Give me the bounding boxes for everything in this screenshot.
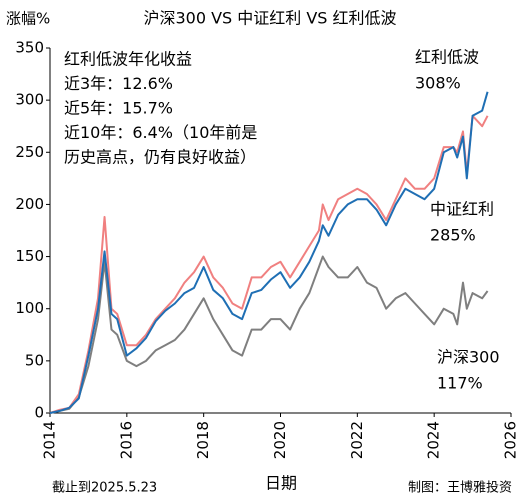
x-axis-label: 日期 <box>265 474 297 493</box>
y-tick-label: 300 <box>15 91 44 109</box>
y-tick-label: 150 <box>15 247 44 265</box>
x-tick-label: 2018 <box>194 421 212 459</box>
x-tick-label: 2016 <box>117 421 135 459</box>
x-tick-label: 2020 <box>271 421 289 459</box>
annotation-line: 历史高点，仍有良好收益） <box>64 148 256 167</box>
annotation-line: 红利低波年化收益 <box>64 50 192 69</box>
series-line <box>49 91 489 414</box>
series-label: 中证红利 <box>430 200 494 219</box>
footer-left: 截止到2025.5.23 <box>52 481 157 496</box>
annotation-line: 近10年：6.4%（10年前是 <box>64 123 257 142</box>
y-tick-label: 350 <box>15 39 44 57</box>
footer-right: 制图：王博雅投资 <box>408 480 512 496</box>
annotation-line: 近5年：15.7% <box>64 99 173 118</box>
y-tick-label: 50 <box>25 351 44 369</box>
series-line <box>49 114 489 414</box>
series-line <box>49 255 489 414</box>
y-tick-label: 250 <box>15 143 44 161</box>
series-label: 沪深300 <box>437 348 500 367</box>
y-axis-label: 涨幅% <box>6 10 50 28</box>
end-value-label: 285% <box>430 226 476 245</box>
chart-title: 沪深300 VS 中证红利 VS 红利低波 <box>143 9 396 28</box>
y-tick-label: 100 <box>15 299 44 317</box>
x-tick-label: 2014 <box>41 421 59 459</box>
annotation-line: 近3年：12.6% <box>64 74 173 93</box>
y-tick-label: 200 <box>15 195 44 213</box>
series-label: 红利低波 <box>415 48 479 67</box>
x-tick-label: 2022 <box>348 421 366 459</box>
end-value-label: 117% <box>437 374 483 393</box>
x-tick-label: 2024 <box>425 421 443 459</box>
y-tick-label: 0 <box>34 404 44 422</box>
end-value-label: 308% <box>415 74 461 93</box>
x-tick-label: 2026 <box>502 421 520 459</box>
